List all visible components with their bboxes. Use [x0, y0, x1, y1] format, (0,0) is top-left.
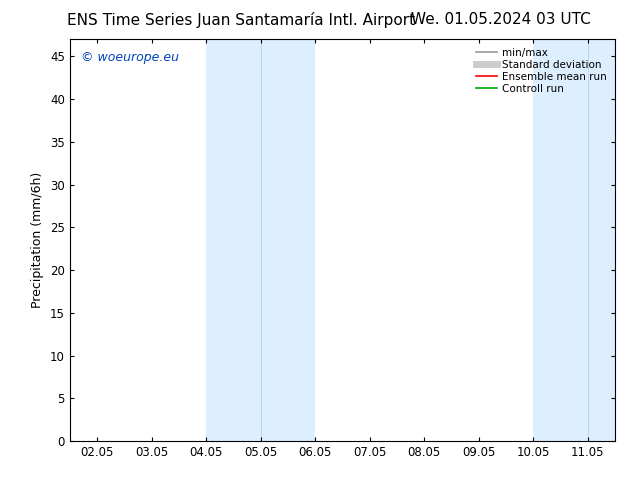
Bar	[206, 39, 315, 441]
Text: © woeurope.eu: © woeurope.eu	[81, 51, 179, 64]
Text: We. 01.05.2024 03 UTC: We. 01.05.2024 03 UTC	[411, 12, 591, 27]
Y-axis label: Precipitation (mm/6h): Precipitation (mm/6h)	[32, 172, 44, 308]
Legend: min/max, Standard deviation, Ensemble mean run, Controll run: min/max, Standard deviation, Ensemble me…	[473, 45, 610, 97]
Text: ENS Time Series Juan Santamaría Intl. Airport: ENS Time Series Juan Santamaría Intl. Ai…	[67, 12, 415, 28]
Bar	[533, 39, 615, 441]
